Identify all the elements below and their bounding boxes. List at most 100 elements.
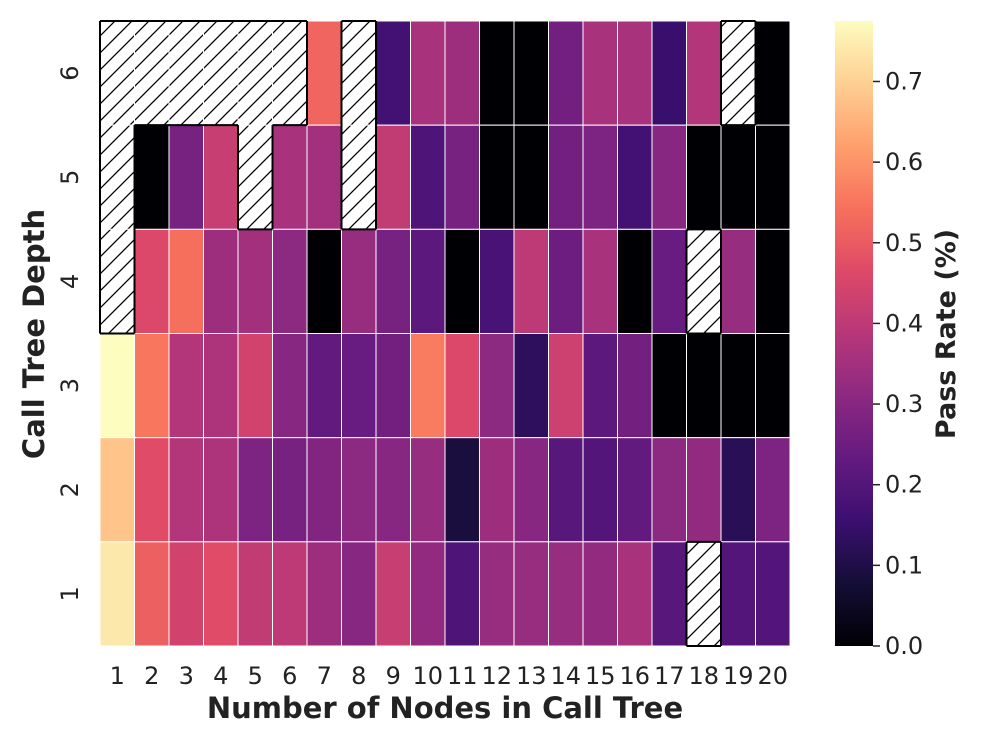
heatmap-cell (651, 124, 687, 230)
heatmap-cell (582, 333, 618, 439)
x-tick-label: 12 (481, 662, 512, 690)
heatmap-cell (410, 228, 446, 334)
heatmap-cell (651, 541, 687, 647)
heatmap-cell (134, 228, 170, 334)
heatmap-cell (513, 333, 549, 439)
heatmap-cell (755, 20, 791, 126)
y-tick-label: 5 (56, 170, 84, 185)
heatmap-cell (375, 228, 411, 334)
x-tick-label: 20 (757, 662, 788, 690)
heatmap-cell (651, 437, 687, 543)
heatmap-cell (341, 228, 377, 334)
colorbar-tick-label: 0.6 (885, 148, 923, 176)
heatmap-cell (306, 124, 342, 230)
x-axis-label: Number of Nodes in Call Tree (207, 691, 683, 725)
heatmap-cell (548, 20, 584, 126)
heatmap-cell-missing (99, 228, 135, 334)
heatmap-cell-missing (203, 20, 239, 126)
heatmap-cell (272, 541, 308, 647)
colorbar-tick-label: 0.5 (885, 229, 923, 257)
heatmap-cell (548, 333, 584, 439)
colorbar-ticks: 0.0 0.1 0.2 0.3 0.4 0.5 0.6 0.7 (873, 67, 923, 660)
x-tick-label: 16 (619, 662, 650, 690)
colorbar-tick-label: 0.0 (885, 632, 923, 660)
heatmap-cell (375, 541, 411, 647)
colorbar-tick-label: 0.4 (885, 309, 923, 337)
heatmap-cell (686, 124, 722, 230)
x-tick-label: 2 (144, 662, 159, 690)
heatmap-cell (755, 124, 791, 230)
heatmap-cell (548, 541, 584, 647)
heatmap-cell (341, 333, 377, 439)
heatmap-cell (203, 437, 239, 543)
heatmap-cell (375, 333, 411, 439)
y-tick-labels: 6 5 4 3 2 1 (56, 65, 84, 601)
colorbar-label: Pass Rate (%) (931, 229, 962, 439)
heatmap-cell (548, 124, 584, 230)
heatmap-cell (134, 437, 170, 543)
heatmap-cell (203, 124, 239, 230)
heatmap-cell (272, 228, 308, 334)
heatmap-cell (513, 437, 549, 543)
heatmap-cell (341, 541, 377, 647)
heatmap-cell (720, 124, 756, 230)
heatmap-cell (134, 541, 170, 647)
x-tick-label: 6 (282, 662, 297, 690)
heatmap-cell (617, 333, 653, 439)
heatmap-cell (479, 228, 515, 334)
heatmap-cell (582, 228, 618, 334)
heatmap-cells (99, 20, 791, 647)
heatmap-cell (548, 228, 584, 334)
heatmap-cell (341, 437, 377, 543)
heatmap-cell-missing (168, 20, 204, 126)
colorbar-tick-label: 0.3 (885, 390, 923, 418)
x-tick-label: 14 (550, 662, 581, 690)
heatmap-cell (168, 124, 204, 230)
heatmap-cell (306, 541, 342, 647)
x-tick-label: 15 (585, 662, 616, 690)
heatmap-cell-missing (99, 20, 135, 126)
x-tick-label: 18 (688, 662, 719, 690)
heatmap-cell (272, 333, 308, 439)
heatmap-cell (755, 541, 791, 647)
heatmap-cell (203, 333, 239, 439)
heatmap-cell (134, 333, 170, 439)
heatmap-cell (203, 541, 239, 647)
y-tick-label: 1 (56, 586, 84, 601)
y-tick-label: 4 (56, 274, 84, 289)
heatmap-cell-missing (99, 124, 135, 230)
heatmap-cell-missing (341, 124, 377, 230)
x-tick-label: 5 (248, 662, 263, 690)
heatmap-cell (720, 333, 756, 439)
heatmap-cell (410, 124, 446, 230)
heatmap-cell-missing (237, 124, 273, 230)
heatmap-cell (410, 437, 446, 543)
heatmap-cell (582, 437, 618, 543)
heatmap-cell (720, 541, 756, 647)
missing-cell-outline (99, 20, 757, 647)
heatmap-cell (272, 124, 308, 230)
y-tick-label: 3 (56, 378, 84, 393)
y-tick-label: 6 (56, 65, 84, 80)
heatmap-cell-missing (272, 20, 308, 126)
heatmap-cell (686, 333, 722, 439)
heatmap-cell (203, 228, 239, 334)
heatmap-cell (99, 541, 135, 647)
x-tick-label: 10 (412, 662, 443, 690)
heatmap-cell (99, 333, 135, 439)
heatmap-cell (617, 228, 653, 334)
heatmap-cell (168, 333, 204, 439)
heatmap-cell (99, 437, 135, 543)
heatmap-cell (548, 437, 584, 543)
heatmap-cell (306, 437, 342, 543)
heatmap-cell (651, 228, 687, 334)
heatmap-cell (651, 333, 687, 439)
x-tick-label: 7 (317, 662, 332, 690)
heatmap-cell (375, 437, 411, 543)
heatmap-cell (237, 437, 273, 543)
heatmap-cell (444, 20, 480, 126)
heatmap-cell (617, 124, 653, 230)
heatmap-cell (410, 20, 446, 126)
heatmap-cell (686, 437, 722, 543)
heatmap-cell (479, 124, 515, 230)
